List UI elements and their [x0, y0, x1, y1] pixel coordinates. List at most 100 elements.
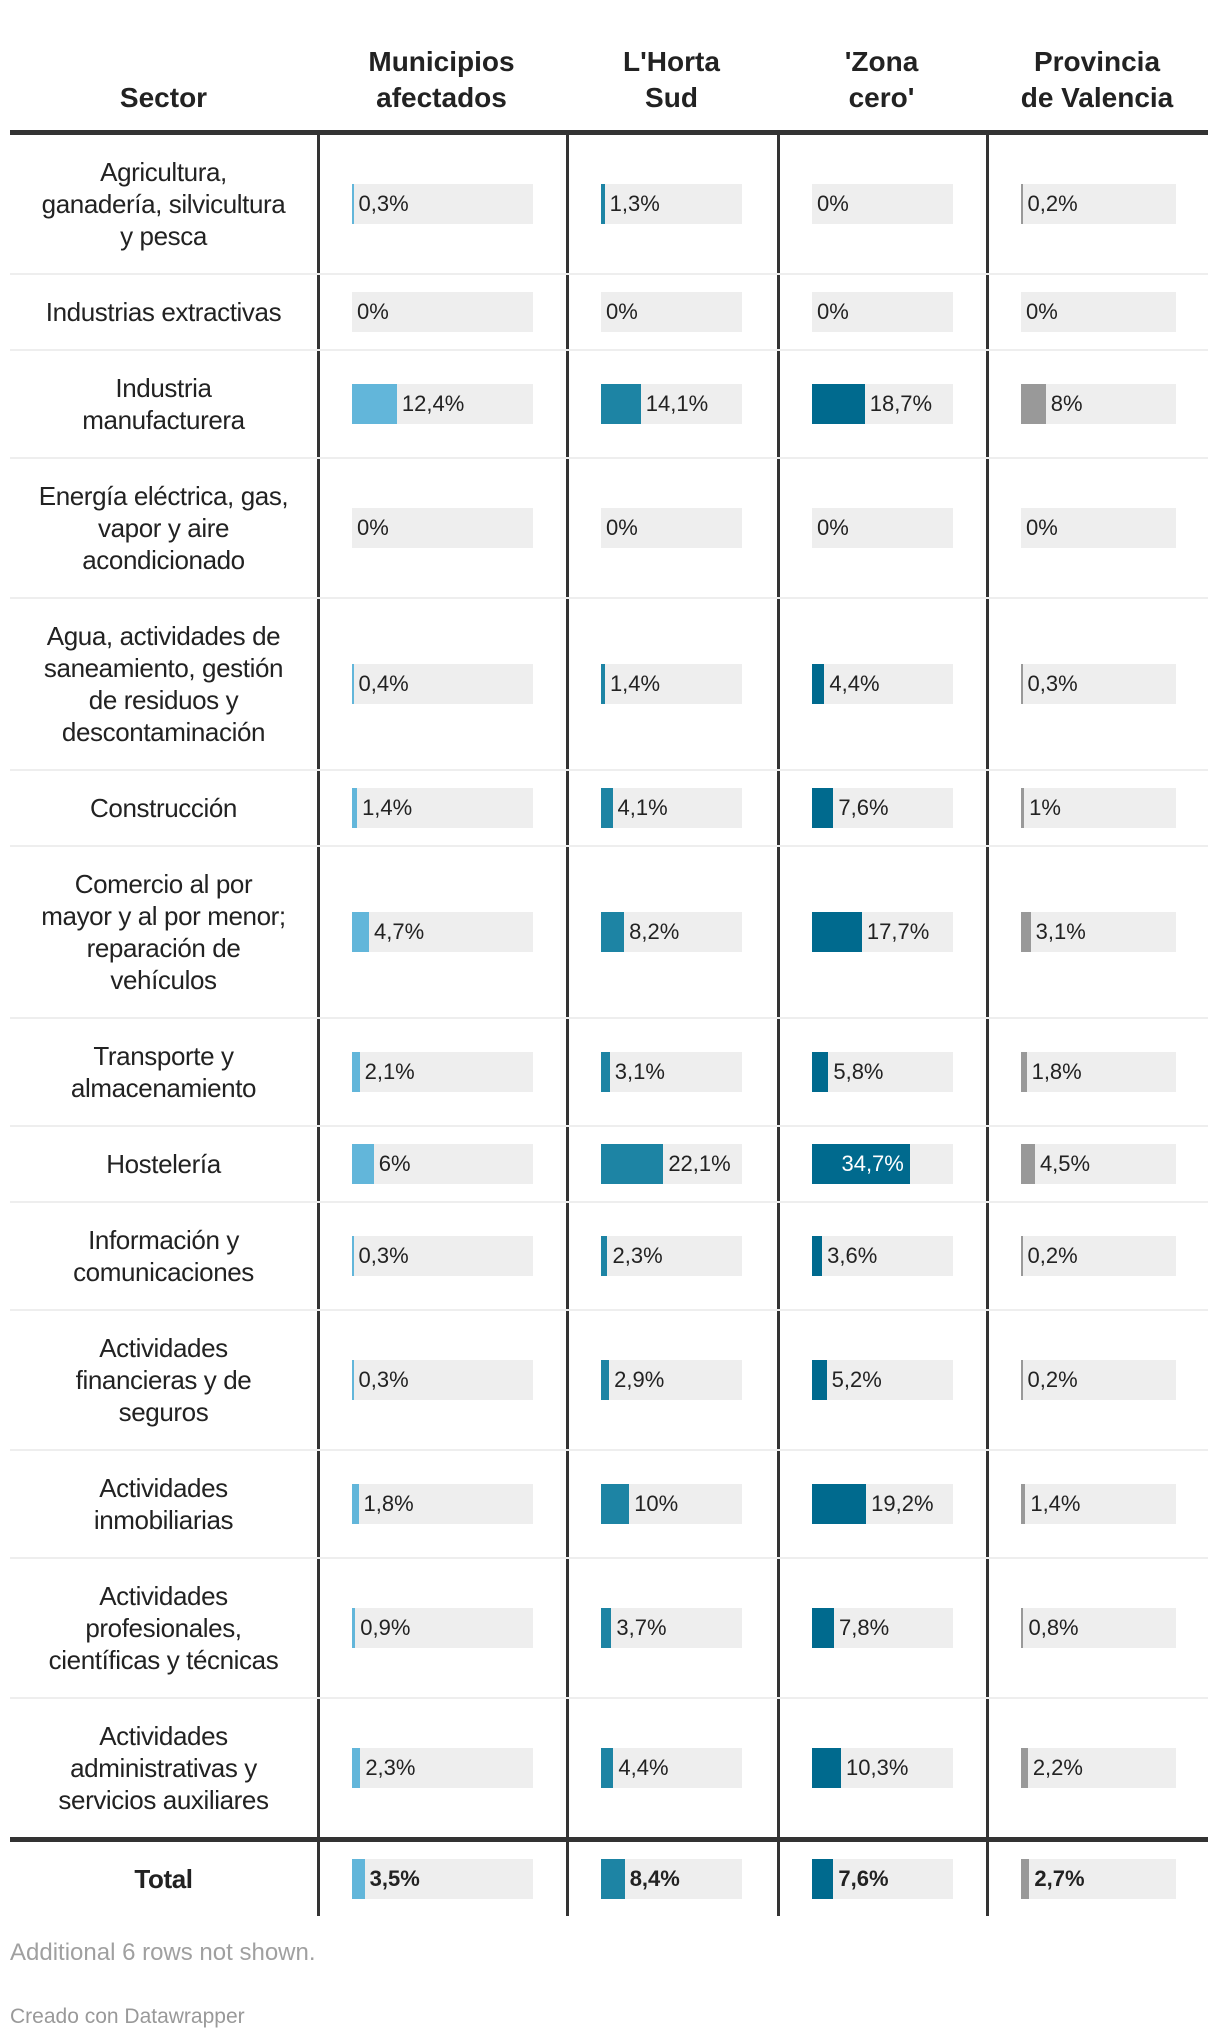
bar-track: 4,7% [352, 912, 533, 952]
value-cell: 0% [777, 275, 986, 349]
table-row: Agricultura, ganadería, silvicultura y pes… [10, 135, 1208, 275]
column-header[interactable]: L'Horta Sud [566, 44, 777, 130]
bar-fill [1021, 912, 1031, 952]
bar-track: 0,3% [1021, 664, 1176, 704]
text-line: profesionales, [85, 1613, 242, 1643]
value-cell: 0,2% [986, 135, 1208, 273]
bar-track: 0% [1021, 508, 1176, 548]
value-cell: 8,4% [566, 1842, 777, 1916]
column-header[interactable]: Provincia de Valencia [986, 44, 1208, 130]
value-cell: 0,2% [986, 1311, 1208, 1449]
bar-fill [601, 1052, 610, 1092]
value-cell: 34,7% [777, 1127, 986, 1201]
sector-cell: Agua, actividades de saneamiento, gestión… [10, 599, 317, 769]
value-cell: 14,1% [566, 351, 777, 457]
column-header[interactable]: Municipios afectados [317, 44, 566, 130]
text-line: Comercio al por [74, 869, 253, 899]
bar-track: 0% [601, 292, 742, 332]
bar-fill [601, 1236, 608, 1276]
bar-track: 0,9% [352, 1608, 533, 1648]
bar-fill [352, 788, 358, 828]
bar-track: 8,4% [601, 1859, 742, 1899]
bar-fill [352, 184, 354, 224]
bar-fill [352, 1052, 360, 1092]
bar-track: 5,8% [812, 1052, 953, 1092]
bar-fill [812, 1052, 829, 1092]
total-row: Total 3,5% 8,4% 7,6% 2,7% [10, 1837, 1208, 1916]
sector-text: Transporte y almacenamiento [71, 1040, 257, 1104]
bar-fill [812, 1748, 842, 1788]
value-label: 0,3% [1027, 671, 1078, 696]
table-row: Industrias extractivas 0% 0% 0% 0% [10, 275, 1208, 351]
text-line: Energía eléctrica, gas, [38, 481, 289, 511]
bar-track: 0,2% [1021, 1236, 1176, 1276]
bar-track: 4,1% [601, 788, 742, 828]
value-label: 1,4% [609, 671, 661, 696]
value-cell: 1,4% [986, 1451, 1208, 1557]
table-row: Actividades inmobiliarias 1,8% 10% 19,2% 1,4% [10, 1451, 1208, 1559]
value-label: 0,4% [358, 671, 409, 696]
value-cell: 1,8% [317, 1451, 566, 1557]
bar-fill [1021, 1608, 1024, 1648]
bar-fill [601, 384, 641, 424]
value-cell: 1,4% [566, 599, 777, 769]
value-label: 5,2% [831, 1367, 882, 1392]
value-cell: 4,4% [777, 599, 986, 769]
bar-fill [812, 1236, 823, 1276]
credit-link[interactable]: Creado con Datawrapper [10, 2005, 245, 2028]
bar-fill [352, 664, 354, 704]
value-label: 3,5% [369, 1866, 420, 1891]
footnote: Additional 6 rows not shown. [10, 1939, 316, 1966]
bar-fill [352, 384, 397, 424]
value-label: 0,3% [358, 1367, 409, 1392]
column-header[interactable]: Sector [10, 80, 317, 130]
text-line: Sud [645, 82, 698, 113]
bar-fill [352, 1236, 354, 1276]
value-label: 3,1% [1035, 919, 1086, 944]
bar-fill [1021, 184, 1023, 224]
value-cell: 5,8% [777, 1019, 986, 1125]
sector-text: Hostelería [106, 1148, 221, 1180]
text-line: Industrias extractivas [45, 297, 282, 327]
value-label: 4,4% [829, 671, 880, 696]
value-cell: 6% [317, 1127, 566, 1201]
value-label: 6% [378, 1151, 411, 1176]
bar-track: 4,5% [1021, 1144, 1176, 1184]
table-row: Transporte y almacenamiento 2,1% 3,1% 5,8% 1,… [10, 1019, 1208, 1127]
value-cell: 18,7% [777, 351, 986, 457]
value-label: 34,7% [841, 1151, 904, 1176]
value-cell: 0% [986, 459, 1208, 597]
value-cell: 0% [566, 275, 777, 349]
value-cell: 0,9% [317, 1559, 566, 1697]
value-cell: 0,4% [317, 599, 566, 769]
value-cell: 7,8% [777, 1559, 986, 1697]
sector-cell: Energía eléctrica, gas, vapor y aire acond… [10, 459, 317, 597]
bar-track: 1,8% [1021, 1052, 1176, 1092]
value-label: 2,2% [1032, 1755, 1083, 1780]
bar-fill [601, 1360, 610, 1400]
value-cell: 0,3% [317, 1203, 566, 1309]
value-label: 0,3% [358, 191, 409, 216]
bar-fill [1021, 1748, 1028, 1788]
value-label: 2,3% [365, 1755, 416, 1780]
value-label: 1% [1029, 795, 1061, 820]
bar-fill [601, 1484, 630, 1524]
value-cell: 3,6% [777, 1203, 986, 1309]
value-label: 3,1% [614, 1059, 665, 1084]
sector-text: Total [134, 1863, 193, 1895]
text-line: vehículos [110, 965, 217, 995]
value-label: 0% [817, 299, 849, 324]
column-header[interactable]: 'Zona cero' [777, 44, 986, 130]
bar-track: 3,1% [601, 1052, 742, 1092]
bar-fill [601, 184, 605, 224]
value-cell: 3,1% [986, 847, 1208, 1017]
value-cell: 17,7% [777, 847, 986, 1017]
value-cell: 0% [566, 459, 777, 597]
value-cell: 0,3% [986, 599, 1208, 769]
value-label: 7,8% [838, 1615, 890, 1640]
text-line: manufacturera [82, 405, 245, 435]
bar-fill [812, 664, 825, 704]
bar-track: 0,8% [1021, 1608, 1176, 1648]
text-line: de Valencia [1020, 82, 1174, 113]
value-label: 3,6% [827, 1243, 878, 1268]
